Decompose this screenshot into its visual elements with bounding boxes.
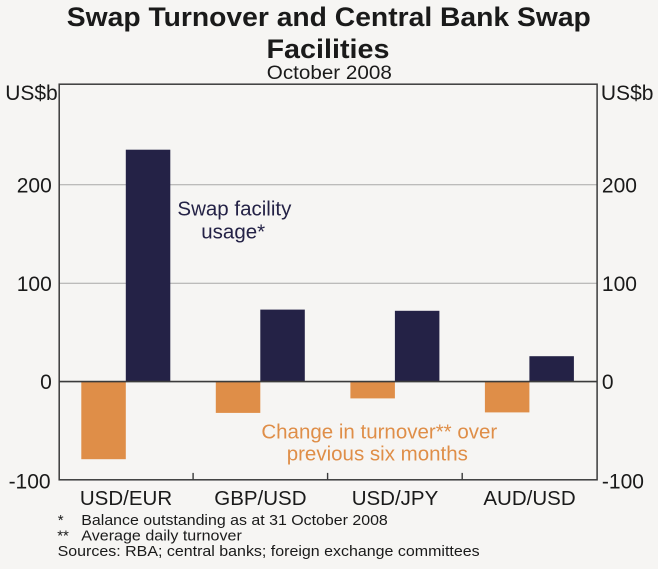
svg-text:Swap facility: Swap facility	[177, 198, 292, 221]
svg-text:0: 0	[40, 371, 52, 394]
svg-text:USD/JPY: USD/JPY	[352, 487, 439, 510]
svg-text:200: 200	[602, 175, 637, 198]
svg-text:US$b: US$b	[5, 82, 58, 105]
svg-text:200: 200	[17, 175, 52, 198]
svg-text:**: **	[57, 528, 69, 545]
svg-text:USD/EUR: USD/EUR	[80, 487, 172, 510]
svg-text:-100: -100	[602, 470, 644, 493]
svg-text:100: 100	[602, 273, 637, 296]
svg-text:Change in turnover** over: Change in turnover** over	[261, 420, 497, 443]
svg-text:100: 100	[17, 273, 52, 296]
svg-text:AUD/USD: AUD/USD	[483, 487, 575, 510]
svg-text:Balance outstanding as at 31 O: Balance outstanding as at 31 October 200…	[81, 512, 388, 529]
svg-text:-100: -100	[9, 470, 51, 493]
svg-text:Sources: RBA; central banks; f: Sources: RBA; central banks; foreign exc…	[58, 543, 480, 560]
svg-text:usage*: usage*	[201, 221, 265, 244]
svg-text:Swap Turnover and Central Bank: Swap Turnover and Central Bank Swap	[67, 2, 591, 32]
svg-text:0: 0	[602, 371, 614, 394]
svg-text:October 2008: October 2008	[267, 62, 392, 84]
svg-text:Average daily turnover: Average daily turnover	[81, 528, 242, 545]
svg-text:*: *	[58, 512, 64, 529]
svg-text:US$b: US$b	[601, 82, 654, 105]
svg-text:GBP/USD: GBP/USD	[214, 487, 306, 510]
svg-text:previous six months: previous six months	[287, 443, 468, 466]
svg-text:Facilities: Facilities	[267, 34, 390, 64]
